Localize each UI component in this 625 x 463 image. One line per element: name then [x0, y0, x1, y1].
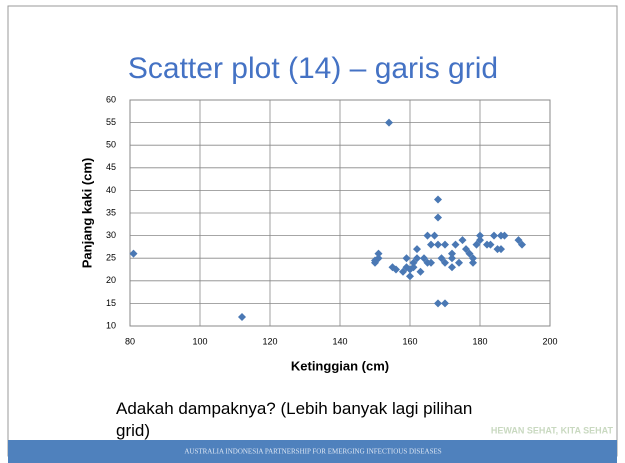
point — [434, 299, 442, 308]
y-tick-label: 35 — [106, 207, 116, 217]
y-tick-label: 55 — [106, 117, 116, 127]
footer-bar — [8, 440, 617, 463]
y-tick-label: 50 — [106, 140, 116, 150]
point — [441, 258, 449, 267]
y-tick-label: 25 — [106, 253, 116, 263]
x-tick-label: 160 — [402, 336, 417, 346]
x-tick-label: 180 — [472, 336, 487, 346]
point — [430, 231, 439, 240]
slide-title: Scatter plot (14) – garis grid — [128, 52, 498, 85]
y-tick-label: 20 — [106, 275, 116, 285]
y-axis-label: Panjang kaki (cm) — [79, 158, 94, 269]
point — [476, 231, 484, 240]
point — [469, 254, 477, 263]
y-tick-label: 15 — [106, 298, 116, 308]
point — [129, 249, 138, 258]
watermark: HEWAN SEHAT, KITA SEHAT — [491, 425, 614, 435]
point — [402, 254, 411, 263]
point — [409, 263, 418, 272]
point — [441, 240, 449, 249]
point — [371, 256, 379, 265]
point — [455, 258, 463, 267]
point — [423, 231, 432, 240]
point — [238, 312, 246, 321]
point — [500, 231, 509, 240]
point — [409, 258, 418, 267]
y-tick-label: 60 — [106, 94, 116, 104]
point — [385, 118, 393, 127]
point — [469, 258, 477, 267]
point — [465, 249, 474, 258]
point — [434, 240, 442, 249]
x-tick-label: 100 — [192, 336, 207, 346]
caption: Adakah dampaknya? (Lebih banyak lagi pil… — [116, 399, 473, 440]
point — [518, 240, 526, 249]
point — [448, 249, 456, 258]
x-tick-label: 120 — [262, 336, 277, 346]
point — [420, 254, 428, 263]
point — [437, 254, 446, 263]
x-tick-label: 200 — [542, 336, 557, 346]
point — [413, 254, 421, 263]
point — [406, 272, 414, 281]
point — [514, 236, 523, 245]
point — [441, 299, 449, 308]
point — [486, 240, 495, 249]
point — [392, 265, 400, 274]
x-tick-label: 140 — [332, 336, 347, 346]
point — [448, 263, 456, 272]
point — [413, 245, 421, 254]
point — [476, 236, 484, 245]
point — [448, 254, 456, 263]
y-tick-label: 45 — [106, 162, 116, 172]
point — [462, 245, 470, 254]
x-tick-label: 80 — [125, 336, 135, 346]
point — [427, 258, 435, 267]
y-tick-label: 40 — [106, 185, 116, 195]
point — [416, 267, 425, 276]
point — [490, 231, 498, 240]
y-tick-label: 10 — [106, 320, 116, 330]
x-axis-label: Ketinggian (cm) — [291, 358, 389, 373]
y-tick-label: 30 — [106, 230, 116, 240]
point — [434, 213, 442, 222]
point — [451, 240, 460, 249]
point — [374, 249, 383, 258]
point — [427, 240, 435, 249]
point — [399, 267, 407, 276]
point — [434, 195, 442, 204]
slide-border — [7, 5, 618, 457]
point — [472, 240, 481, 249]
footer: AUSTRALIA INDONESIA PARTNERSHIP FOR EMER… — [184, 448, 441, 456]
point — [458, 236, 467, 245]
point — [497, 245, 505, 254]
